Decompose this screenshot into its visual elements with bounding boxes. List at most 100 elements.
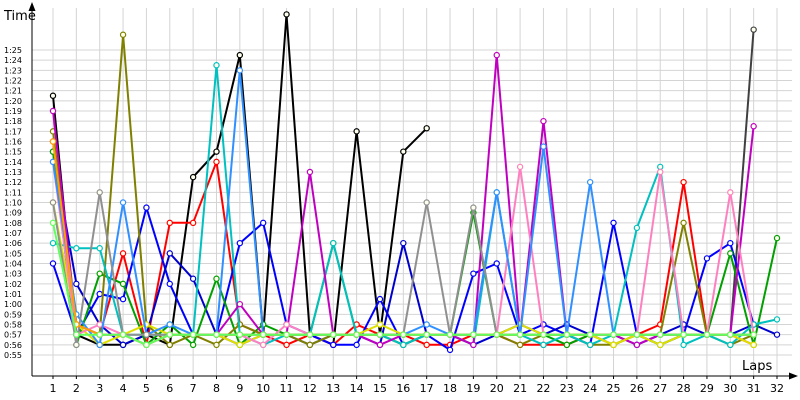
series-15 [49,219,757,349]
data-point [49,239,57,247]
data-point [236,341,244,349]
data-point [423,321,430,328]
x-tick-label: 13 [326,382,340,395]
data-point [96,341,103,349]
y-tick-label: 1:11 [4,188,22,197]
y-tick-label: 1:03 [4,270,22,279]
data-point [213,331,220,338]
data-point [119,280,127,288]
data-point [49,260,57,267]
y-tick-label: 1:24 [4,56,22,65]
data-point [540,341,547,349]
y-tick-label: 1:14 [4,158,22,167]
data-point [259,219,267,227]
y-tick-label: 0:57 [4,331,22,340]
data-point [493,189,500,196]
data-point [119,31,127,38]
x-tick-label: 19 [466,382,480,395]
y-tick-label: 1:19 [4,107,22,116]
x-tick-label: 14 [350,382,364,395]
data-point [306,168,314,176]
y-tick-label: 1:06 [4,239,22,248]
x-tick-label: 15 [373,382,387,395]
data-point [143,331,150,338]
data-point [283,321,290,328]
data-point [119,250,127,257]
data-point [727,189,734,196]
y-tick-label: 1:00 [4,300,22,309]
data-point [49,92,57,99]
data-point [306,341,314,349]
x-tick-label: 30 [723,382,737,395]
data-point [750,341,757,349]
y-tick-label: 1:25 [4,46,22,55]
y-tick-label: 1:09 [4,209,22,218]
data-point [773,316,781,323]
data-point [610,341,617,349]
y-tick-label: 0:55 [4,351,22,360]
data-point [213,341,220,349]
y-tick-label: 1:10 [4,199,22,208]
data-point [213,158,220,166]
y-tick-label: 0:56 [4,341,22,350]
data-point [446,346,454,354]
data-point [189,275,197,282]
data-point [283,331,290,338]
data-point [49,138,57,145]
x-tick-label: 31 [747,382,761,395]
data-point [750,26,757,33]
data-point [680,219,687,227]
data-point [750,331,757,338]
data-point [236,51,244,59]
data-point [516,341,524,349]
y-tick-label: 1:16 [4,138,22,147]
data-point [610,331,617,338]
data-point [657,331,664,338]
y-tick-label: 1:13 [4,168,22,177]
y-tick-label: 1:01 [4,290,22,299]
y-tick-label: 1:23 [4,66,22,75]
data-point [166,280,173,288]
data-point [563,341,571,349]
data-point [470,204,477,211]
data-point [493,331,500,338]
x-tick-label: 23 [560,382,574,395]
y-axis-arrow-icon [28,2,36,11]
x-tick-label: 11 [280,382,294,395]
data-point [353,128,360,135]
data-point [680,331,687,338]
x-tick-label: 10 [256,382,270,395]
data-point [727,239,734,247]
data-point [213,148,220,155]
data-point [376,295,384,303]
x-tick-label: 12 [303,382,317,395]
data-point [236,300,244,308]
x-tick-label: 7 [190,382,197,395]
data-point [189,219,197,227]
data-point [143,341,150,349]
y-tick-label: 0:59 [4,310,22,319]
x-tick-label: 18 [443,382,457,395]
data-point [166,331,173,338]
axes [28,2,798,380]
data-point [540,117,547,125]
data-point [236,67,244,74]
x-tick-label: 1 [50,382,57,395]
data-point [73,245,80,252]
data-point [330,341,337,349]
data-point [330,239,337,247]
data-point [283,11,290,18]
x-tick-label: 4 [120,382,127,395]
data-point [96,321,103,328]
data-point [259,341,267,349]
data-point [353,341,360,349]
data-point [470,341,477,349]
x-tick-label: 22 [536,382,550,395]
data-point [633,341,641,349]
data-point [586,178,594,186]
data-point [470,270,477,277]
data-point [189,331,197,338]
y-tick-labels: 0:550:560:570:58 0:591:001:011:021:031:04… [4,46,22,360]
series-line [729,29,755,335]
